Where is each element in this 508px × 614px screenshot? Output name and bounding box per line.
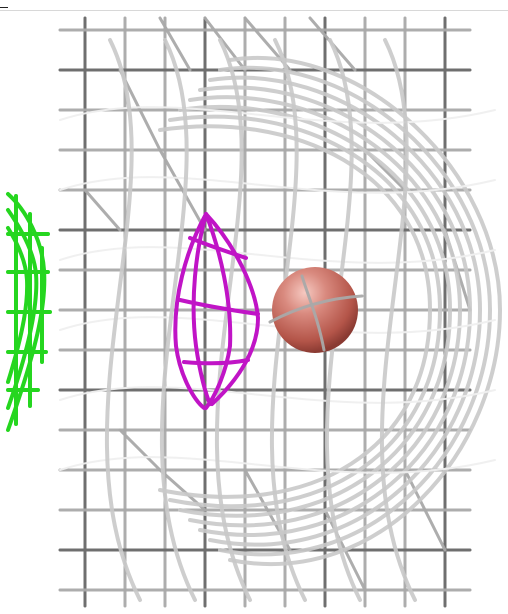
cage-ring	[59, 106, 496, 124]
cage-ring	[59, 316, 496, 334]
grid-strut	[403, 468, 447, 552]
cage-ridge	[159, 38, 197, 602]
cage-ridge	[104, 38, 142, 602]
cage-arc	[178, 104, 453, 518]
cage-arc	[218, 65, 493, 557]
cage-arc	[168, 114, 443, 509]
cage-arc	[198, 85, 473, 537]
grid-strut	[118, 428, 162, 472]
magenta-wire-cage	[173, 212, 260, 410]
cage-ring	[59, 246, 496, 264]
cage-ring	[59, 456, 496, 474]
cage-arc	[228, 56, 503, 567]
grid-strut	[158, 148, 207, 232]
wire-grid-mesh	[58, 16, 472, 608]
grid-strut	[158, 16, 192, 72]
atom-sphere	[268, 267, 364, 353]
cage-ridge	[379, 38, 417, 602]
green-wire-cage	[6, 192, 52, 432]
grid-strut	[83, 188, 122, 232]
grid-strut	[203, 16, 247, 72]
top-border-line	[0, 10, 508, 11]
cage-arc	[208, 75, 483, 547]
cage-arc	[188, 95, 463, 528]
cage-ring	[59, 176, 496, 194]
cage-arc	[158, 124, 433, 499]
corner-tick-mark	[0, 7, 8, 8]
